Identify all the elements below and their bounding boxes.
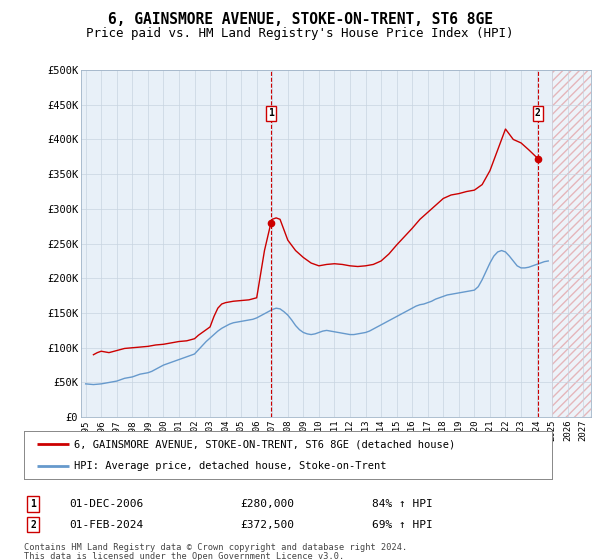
Text: 6, GAINSMORE AVENUE, STOKE-ON-TRENT, ST6 8GE (detached house): 6, GAINSMORE AVENUE, STOKE-ON-TRENT, ST6… xyxy=(74,439,455,449)
Text: 01-FEB-2024: 01-FEB-2024 xyxy=(69,520,143,530)
Text: 01-DEC-2006: 01-DEC-2006 xyxy=(69,499,143,509)
Text: 6, GAINSMORE AVENUE, STOKE-ON-TRENT, ST6 8GE: 6, GAINSMORE AVENUE, STOKE-ON-TRENT, ST6… xyxy=(107,12,493,27)
Bar xyxy=(552,70,591,417)
Text: 69% ↑ HPI: 69% ↑ HPI xyxy=(372,520,433,530)
Text: 1: 1 xyxy=(30,499,36,509)
Text: Contains HM Land Registry data © Crown copyright and database right 2024.: Contains HM Land Registry data © Crown c… xyxy=(24,543,407,552)
Text: 1: 1 xyxy=(268,109,274,118)
Text: 84% ↑ HPI: 84% ↑ HPI xyxy=(372,499,433,509)
Text: £372,500: £372,500 xyxy=(240,520,294,530)
Text: This data is licensed under the Open Government Licence v3.0.: This data is licensed under the Open Gov… xyxy=(24,552,344,560)
Text: Price paid vs. HM Land Registry's House Price Index (HPI): Price paid vs. HM Land Registry's House … xyxy=(86,27,514,40)
Text: HPI: Average price, detached house, Stoke-on-Trent: HPI: Average price, detached house, Stok… xyxy=(74,461,386,471)
Text: £280,000: £280,000 xyxy=(240,499,294,509)
Text: 2: 2 xyxy=(535,109,541,118)
Text: 2: 2 xyxy=(30,520,36,530)
